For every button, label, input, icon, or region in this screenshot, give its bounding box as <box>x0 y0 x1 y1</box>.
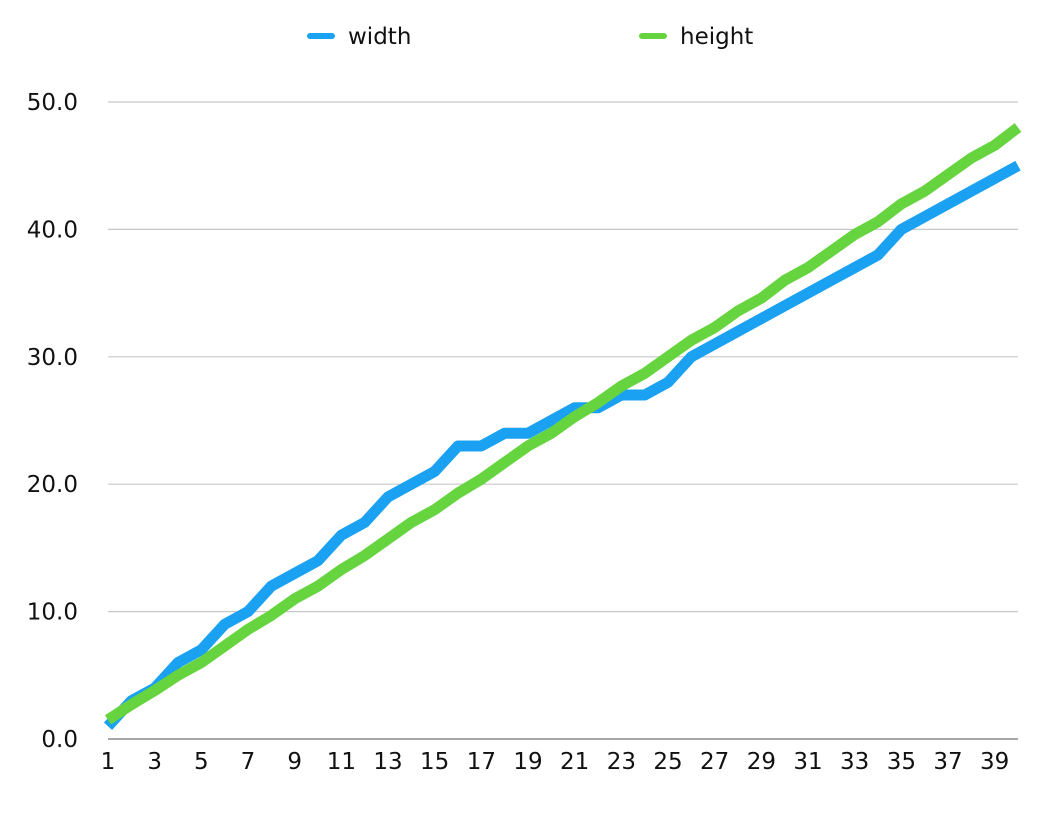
x-tick-label: 15 <box>420 749 449 775</box>
x-tick-label: 7 <box>241 749 256 775</box>
x-tick-label: 27 <box>700 749 729 775</box>
x-tick-label: 3 <box>147 749 162 775</box>
series-line-width <box>103 160 1021 730</box>
x-tick-label: 37 <box>933 749 962 775</box>
x-tick-label: 13 <box>373 749 402 775</box>
series-line-height <box>104 123 1022 725</box>
x-tick-label: 19 <box>513 749 542 775</box>
x-tick-label: 35 <box>887 749 916 775</box>
y-tick-label: 50.0 <box>27 90 78 116</box>
legend: width height <box>307 24 753 50</box>
x-tick-label: 5 <box>194 749 209 775</box>
y-tick-label: 0.0 <box>41 727 78 753</box>
y-tick-label: 40.0 <box>27 217 78 243</box>
x-tick-label: 39 <box>980 749 1009 775</box>
x-axis-ticks: 1 3 5 7 9 11 13 15 17 19 21 23 25 27 29 31 33 35 37 39 <box>101 749 1010 775</box>
x-tick-label: 29 <box>747 749 776 775</box>
x-tick-label: 33 <box>840 749 869 775</box>
legend-label-width: width <box>348 24 411 50</box>
x-tick-label: 17 <box>467 749 496 775</box>
x-tick-label: 9 <box>287 749 302 775</box>
y-tick-label: 10.0 <box>27 600 78 626</box>
legend-label-height: height <box>680 24 753 50</box>
series-layer <box>103 123 1022 730</box>
x-tick-label: 23 <box>607 749 636 775</box>
y-tick-label: 30.0 <box>27 345 78 371</box>
x-tick-label: 31 <box>793 749 822 775</box>
y-tick-label: 20.0 <box>27 472 78 498</box>
grid-layer <box>108 101 1018 740</box>
x-tick-label: 11 <box>327 749 356 775</box>
x-tick-label: 21 <box>560 749 589 775</box>
x-tick-label: 25 <box>653 749 682 775</box>
x-tick-label: 1 <box>101 749 116 775</box>
y-axis-ticks: 0.0 10.0 20.0 30.0 40.0 50.0 <box>27 90 78 753</box>
